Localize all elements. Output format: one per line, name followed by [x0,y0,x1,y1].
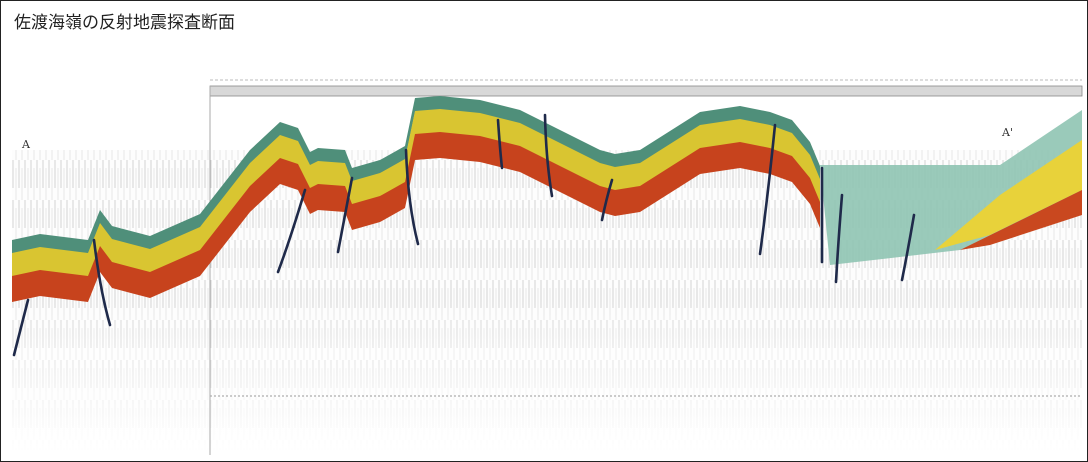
seismic-profile-figure: 佐渡海嶺の反射地震探査断面 A A' [0,0,1088,462]
scale-band [210,86,1082,96]
label-start: A [21,138,31,151]
label-end: A' [1001,126,1013,139]
figure-title: 佐渡海嶺の反射地震探査断面 [14,13,235,33]
noise-fade [12,300,1082,455]
